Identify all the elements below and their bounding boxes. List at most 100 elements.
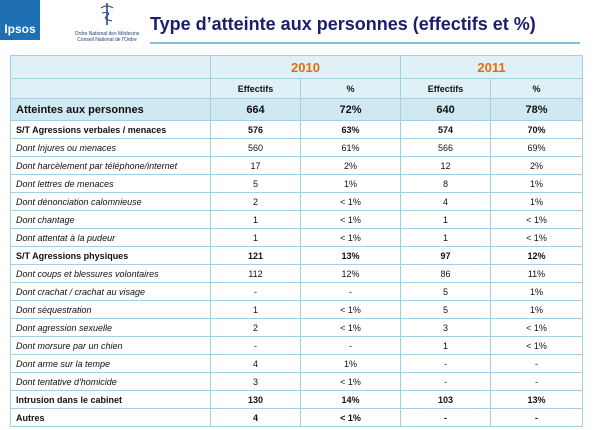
table-row: Dont arme sur la tempe 4 1% - -: [10, 354, 584, 373]
cell: 13%: [299, 246, 402, 265]
cell: < 1%: [299, 192, 402, 211]
cell: 2%: [490, 156, 584, 175]
table-row: Dont attentat à la pudeur 1 < 1% 1 < 1%: [10, 228, 584, 247]
row-label: Intrusion dans le cabinet: [10, 390, 211, 409]
cell: < 1%: [490, 210, 584, 229]
cell: 1: [210, 210, 301, 229]
cell: 5: [400, 282, 492, 301]
cell: 1: [400, 210, 492, 229]
cell: < 1%: [299, 372, 402, 391]
cell: 1%: [299, 174, 402, 193]
cell: 121: [210, 246, 301, 265]
cell: 63%: [299, 120, 402, 139]
cell: < 1%: [490, 336, 584, 355]
year-header: 2011: [400, 55, 584, 79]
table-row: Dont agression sexuelle 2 < 1% 3 < 1%: [10, 318, 584, 337]
cell: 664: [210, 98, 301, 121]
cell: 5: [210, 174, 301, 193]
row-label: Dont Injures ou menaces: [10, 138, 211, 157]
table-row: Dont séquestration 1 < 1% 5 1%: [10, 300, 584, 319]
cell: 1%: [490, 282, 584, 301]
cell: 12%: [490, 246, 584, 265]
row-label: S/T Agressions physiques: [10, 246, 211, 265]
table-row: Dont dénonciation calomnieuse 2 < 1% 4 1%: [10, 192, 584, 211]
table-row: Dont coups et blessures volontaires 112 12…: [10, 264, 584, 283]
table-body: 2010 2011 Effectifs% Effectifs% Atteintes au…: [10, 55, 584, 427]
row-label: Dont agression sexuelle: [10, 318, 211, 337]
cell: < 1%: [490, 318, 584, 337]
title: Type d’atteinte aux personnes (effectifs…: [150, 14, 536, 34]
cell: -: [400, 354, 492, 373]
row-label: Dont tentative d'homicide: [10, 372, 211, 391]
cell: 2: [210, 192, 301, 211]
subheader: %: [299, 78, 402, 99]
cell: -: [490, 354, 584, 373]
row-label: Autres: [10, 408, 211, 427]
cell: 72%: [299, 98, 402, 121]
table-row: Intrusion dans le cabinet 130 14% 103 13%: [10, 390, 584, 409]
cell: 4: [400, 192, 492, 211]
cell: -: [299, 336, 402, 355]
cell: -: [210, 336, 301, 355]
cell: < 1%: [299, 228, 402, 247]
table-row: Dont tentative d'homicide 3 < 1% - -: [10, 372, 584, 391]
cell: 5: [400, 300, 492, 319]
row-label: Dont lettres de menaces: [10, 174, 211, 193]
cell: 1: [210, 300, 301, 319]
table-row: Dont Injures ou menaces 560 61% 566 69%: [10, 138, 584, 157]
subheader: %: [490, 78, 584, 99]
cell: 4: [210, 408, 301, 427]
cell: -: [210, 282, 301, 301]
cell: 3: [210, 372, 301, 391]
cell: < 1%: [299, 300, 402, 319]
cell: 12%: [299, 264, 402, 283]
table-row: S/T Agressions physiques 121 13% 97 12%: [10, 246, 584, 265]
cell: 2: [210, 318, 301, 337]
subheader-row: Effectifs% Effectifs%: [10, 78, 584, 99]
cell: 3: [400, 318, 492, 337]
row-label: Dont séquestration: [10, 300, 211, 319]
cell: 1: [400, 228, 492, 247]
cell: -: [400, 408, 492, 427]
table-row: Dont lettres de menaces 5 1% 8 1%: [10, 174, 584, 193]
caduceus-icon: [100, 3, 114, 25]
cell: 8: [400, 174, 492, 193]
year-header: 2010: [209, 55, 402, 79]
cell: -: [490, 372, 584, 391]
row-label: Dont coups et blessures volontaires: [10, 264, 211, 283]
cell: 97: [400, 246, 492, 265]
row-label: Atteintes aux personnes: [10, 98, 211, 121]
row-label: Dont crachat / crachat au visage: [10, 282, 211, 301]
cell: 1%: [490, 300, 584, 319]
row-label: Dont arme sur la tempe: [10, 354, 211, 373]
cell: 640: [400, 98, 492, 121]
cell: 78%: [490, 98, 584, 121]
ipsos-logo: Ipsos: [0, 0, 40, 40]
data-table: 2010 2011 Effectifs% Effectifs% Atteintes au…: [10, 55, 584, 427]
cell: 70%: [490, 120, 584, 139]
cell: 1: [400, 336, 492, 355]
title-rule: [150, 42, 580, 44]
ordre-logo: Ordre National des Médecins Conseil Nati…: [62, 2, 152, 43]
cell: 130: [210, 390, 301, 409]
cell: 103: [400, 390, 492, 409]
cell: 1%: [299, 354, 402, 373]
cell: < 1%: [299, 210, 402, 229]
cell: 2%: [299, 156, 402, 175]
row-label: Dont morsure par un chien: [10, 336, 211, 355]
cell: -: [299, 282, 402, 301]
cell: < 1%: [299, 318, 402, 337]
cell: -: [490, 408, 584, 427]
table-row: Dont crachat / crachat au visage - -5 1%: [10, 282, 584, 301]
cell: 4: [210, 354, 301, 373]
row-label: Dont dénonciation calomnieuse: [10, 192, 211, 211]
cell: 1%: [490, 174, 584, 193]
row-label: Dont chantage: [10, 210, 211, 229]
cell: 1%: [490, 192, 584, 211]
cell: 112: [210, 264, 301, 283]
table-row: Dont chantage 1 < 1% 1 < 1%: [10, 210, 584, 229]
cell: 12: [400, 156, 492, 175]
cell: -: [400, 372, 492, 391]
cell: 17: [210, 156, 301, 175]
